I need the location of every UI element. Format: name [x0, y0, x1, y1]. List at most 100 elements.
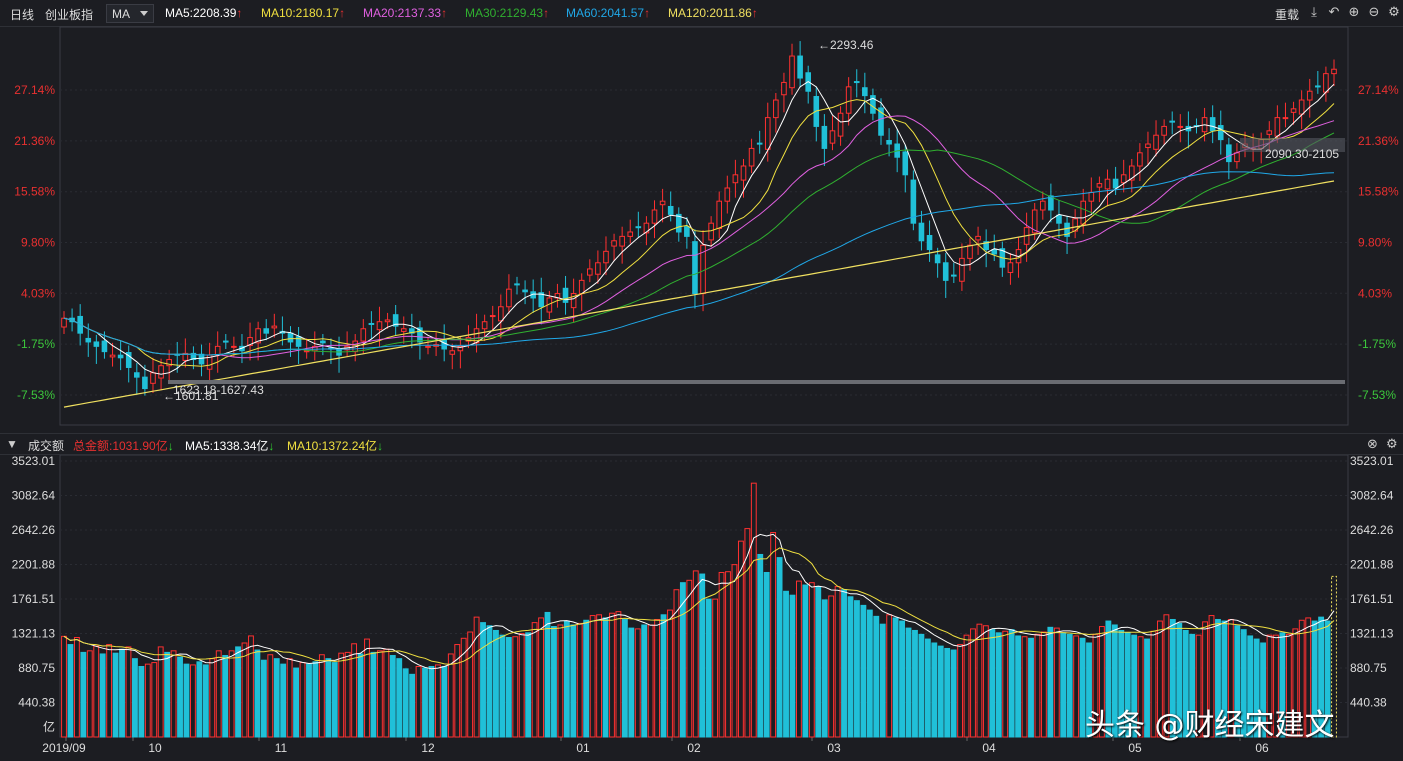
candle-body	[287, 332, 294, 343]
zoom-in-icon[interactable]: ⊕	[1348, 4, 1360, 19]
price-panel	[59, 26, 1349, 426]
volume-bar	[1215, 618, 1221, 738]
volume-bar	[660, 614, 667, 738]
settings-gear-icon[interactable]: ⚙	[1388, 4, 1400, 19]
volume-bar	[796, 580, 802, 738]
volume-bar	[563, 620, 570, 738]
candle-body	[635, 226, 642, 229]
undo-icon[interactable]: ↶	[1328, 4, 1340, 19]
candle-body	[1315, 85, 1321, 88]
volume-ma5-line	[63, 533, 1335, 670]
period-label[interactable]: 日线	[10, 8, 35, 22]
volume-bar	[80, 651, 87, 738]
volume-bar	[570, 624, 577, 738]
high-annotation: ←2293.46	[818, 38, 874, 52]
chevron-down-icon	[140, 11, 148, 16]
collapse-arrow-icon[interactable]: ▼	[6, 437, 18, 451]
volume-bar	[1221, 620, 1228, 738]
candle-body	[498, 306, 504, 322]
volume-bar	[151, 662, 158, 738]
volume-bar	[654, 618, 661, 738]
reload-button[interactable]: 重载	[1275, 8, 1300, 22]
volume-tick-right: 1321.13	[1350, 626, 1394, 640]
ma120-legend: MA120:2011.86↑	[668, 6, 758, 20]
candle-body	[1096, 183, 1103, 188]
volume-bar	[1247, 635, 1254, 738]
candle-body	[61, 317, 67, 328]
volume-bar	[73, 637, 80, 738]
volume-bar	[924, 638, 931, 738]
volume-bar	[467, 631, 474, 738]
volume-bar	[834, 586, 841, 738]
volume-bar	[1028, 637, 1034, 738]
candle-body	[384, 319, 391, 323]
ma20-legend: MA20:2137.33↑	[363, 6, 448, 20]
candle-body	[837, 112, 844, 137]
volume-bar	[1034, 633, 1041, 738]
volume-bar	[299, 662, 306, 738]
volume-bar	[976, 623, 983, 738]
volume-bar	[789, 594, 796, 738]
volume-bar	[621, 618, 628, 738]
volume-bar	[138, 665, 145, 738]
candle-body	[166, 359, 172, 367]
volume-bar	[1195, 634, 1202, 738]
volume-bar	[338, 652, 345, 738]
volume-bar	[628, 627, 635, 738]
candle-body	[878, 107, 884, 136]
volume-bar	[551, 626, 557, 738]
download-icon[interactable]: ⤓	[1311, 4, 1317, 19]
candle-body	[724, 187, 731, 202]
volume-bar	[415, 665, 422, 738]
volume-bar	[164, 651, 171, 738]
zoom-out-icon[interactable]: ⊖	[1368, 4, 1380, 19]
candle-body	[190, 352, 197, 361]
candle-body	[764, 117, 771, 150]
candle-body	[101, 340, 108, 353]
candle-body	[522, 289, 528, 293]
volume-bar	[1124, 632, 1131, 738]
candle-body	[1007, 262, 1014, 273]
candle-body	[117, 354, 124, 359]
candle-body	[862, 87, 868, 97]
total-amount-legend: 总金额:1031.90亿↓	[73, 439, 174, 453]
volume-bar	[1021, 636, 1028, 738]
volume-bar	[376, 650, 383, 738]
volume-bar	[144, 663, 151, 738]
volume-bar	[493, 629, 499, 738]
volume-settings-icon[interactable]: ⚙	[1386, 436, 1398, 451]
candle-body	[667, 205, 674, 215]
volume-bar	[712, 598, 719, 738]
candle-body	[1039, 200, 1046, 211]
ma10-line	[63, 99, 1335, 367]
price-tick-right: 27.14%	[1358, 83, 1399, 97]
volume-bar	[499, 634, 506, 738]
volume-bar	[770, 532, 777, 738]
candle-body	[1282, 117, 1289, 120]
close-icon[interactable]: ⊗	[1367, 436, 1378, 451]
candle-body	[951, 274, 957, 277]
volume-bar	[615, 611, 622, 738]
volume-bar	[1240, 629, 1247, 738]
volume-bar	[1260, 642, 1267, 738]
volume-bar	[434, 664, 441, 738]
volume-tick-left: 880.75	[18, 661, 55, 675]
volume-bar	[286, 658, 293, 738]
volume-bar	[1273, 634, 1279, 738]
candle-body	[231, 345, 237, 348]
volume-bar	[854, 600, 860, 738]
volume-bar	[1079, 637, 1086, 738]
candle-body	[692, 241, 698, 295]
resistance-zone-bar	[1240, 138, 1345, 152]
candle-body	[983, 241, 989, 251]
indicator-select[interactable]: MA	[106, 4, 154, 23]
watermark: 头条 @财经宋建文	[1085, 708, 1335, 743]
volume-bar	[879, 623, 886, 738]
candle-body	[853, 81, 860, 84]
volume-bar	[196, 661, 203, 738]
vol-ma10-legend: MA10:1372.24亿↓	[287, 439, 384, 453]
volume-bar	[828, 595, 835, 738]
volume-bar	[957, 644, 964, 738]
volume-bar	[222, 655, 229, 738]
